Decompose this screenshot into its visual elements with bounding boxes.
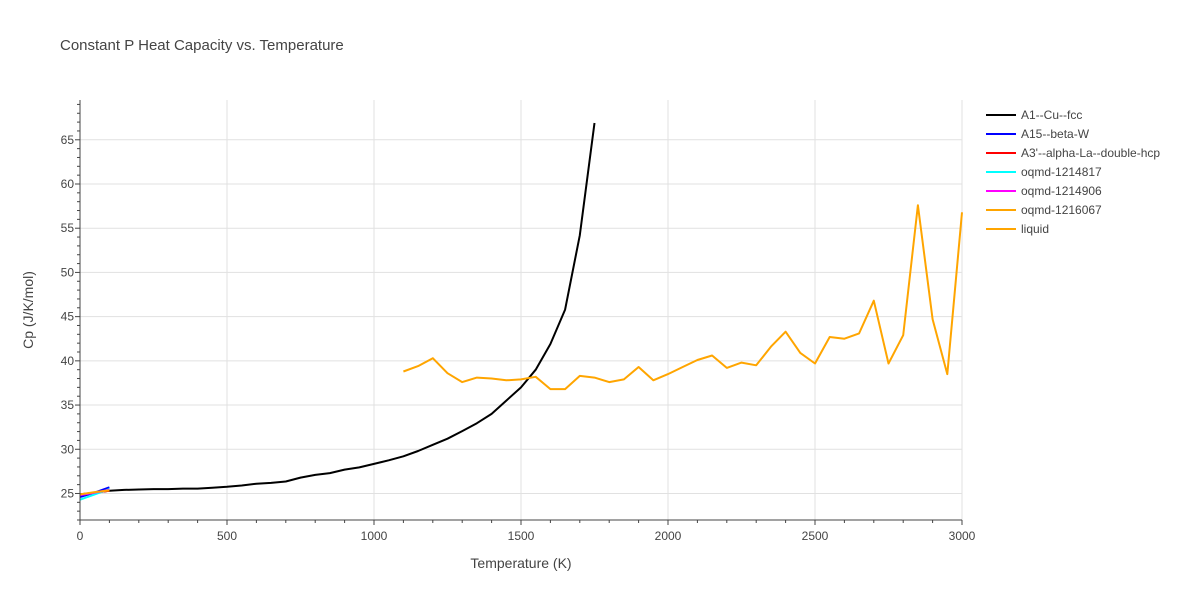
y-tick-label: 45 [61, 310, 75, 324]
legend-label: oqmd-1216067 [1021, 203, 1102, 217]
series-line-oqmd-1216067 [79, 489, 110, 496]
x-tick-label: 500 [217, 529, 237, 543]
legend-item-oqmd-1216067[interactable]: oqmd-1216067 [986, 203, 1102, 217]
y-axis-label: Cp (J/K/mol) [20, 271, 36, 349]
x-tick-label: 0 [77, 529, 84, 543]
legend-item-oqmd-1214906[interactable]: oqmd-1214906 [986, 184, 1102, 198]
series-layer [79, 122, 963, 501]
axes-layer: 0 500 1000 1500 2000 2500 3000 25 30 35 40 45 50 55 60… [61, 100, 976, 543]
legend-label: A1--Cu--fcc [1021, 108, 1082, 122]
grid-layer [80, 100, 963, 520]
y-tick-label: 50 [61, 265, 75, 279]
legend-label: A15--beta-W [1021, 127, 1090, 141]
legend-item-a15-beta-w[interactable]: A15--beta-W [986, 127, 1090, 141]
x-tick-label: 2500 [802, 529, 829, 543]
legend-item-liquid[interactable]: liquid [986, 222, 1049, 236]
y-tick-label: 35 [61, 398, 75, 412]
legend-label: A3'--alpha-La--double-hcp [1021, 146, 1160, 160]
chart-title: Constant P Heat Capacity vs. Temperature [60, 37, 344, 54]
y-tick-label: 25 [61, 486, 75, 500]
x-axis-label: Temperature (K) [470, 555, 571, 571]
y-tick-label: 65 [61, 133, 75, 147]
legend-item-a1-cu-fcc[interactable]: A1--Cu--fcc [986, 108, 1082, 122]
series-line-a1-cu-fcc [79, 122, 596, 496]
legend-item-a3-alpha-la-double-hcp[interactable]: A3'--alpha-La--double-hcp [986, 146, 1160, 160]
x-tick-label: 2000 [655, 529, 682, 543]
y-tick-label: 60 [61, 177, 75, 191]
x-tick-label: 1000 [361, 529, 388, 543]
y-tick-label: 55 [61, 221, 75, 235]
y-tick-label: 40 [61, 354, 75, 368]
legend[interactable]: A1--Cu--fcc A15--beta-W A3'--alpha-La--dou… [986, 108, 1160, 236]
legend-item-oqmd-1214817[interactable]: oqmd-1214817 [986, 165, 1102, 179]
x-tick-label: 1500 [508, 529, 535, 543]
x-tick-label: 3000 [949, 529, 976, 543]
series-line-liquid [403, 204, 963, 391]
y-tick-label: 30 [61, 442, 75, 456]
legend-label: oqmd-1214817 [1021, 165, 1102, 179]
legend-label: oqmd-1214906 [1021, 184, 1102, 198]
legend-label: liquid [1021, 222, 1049, 236]
